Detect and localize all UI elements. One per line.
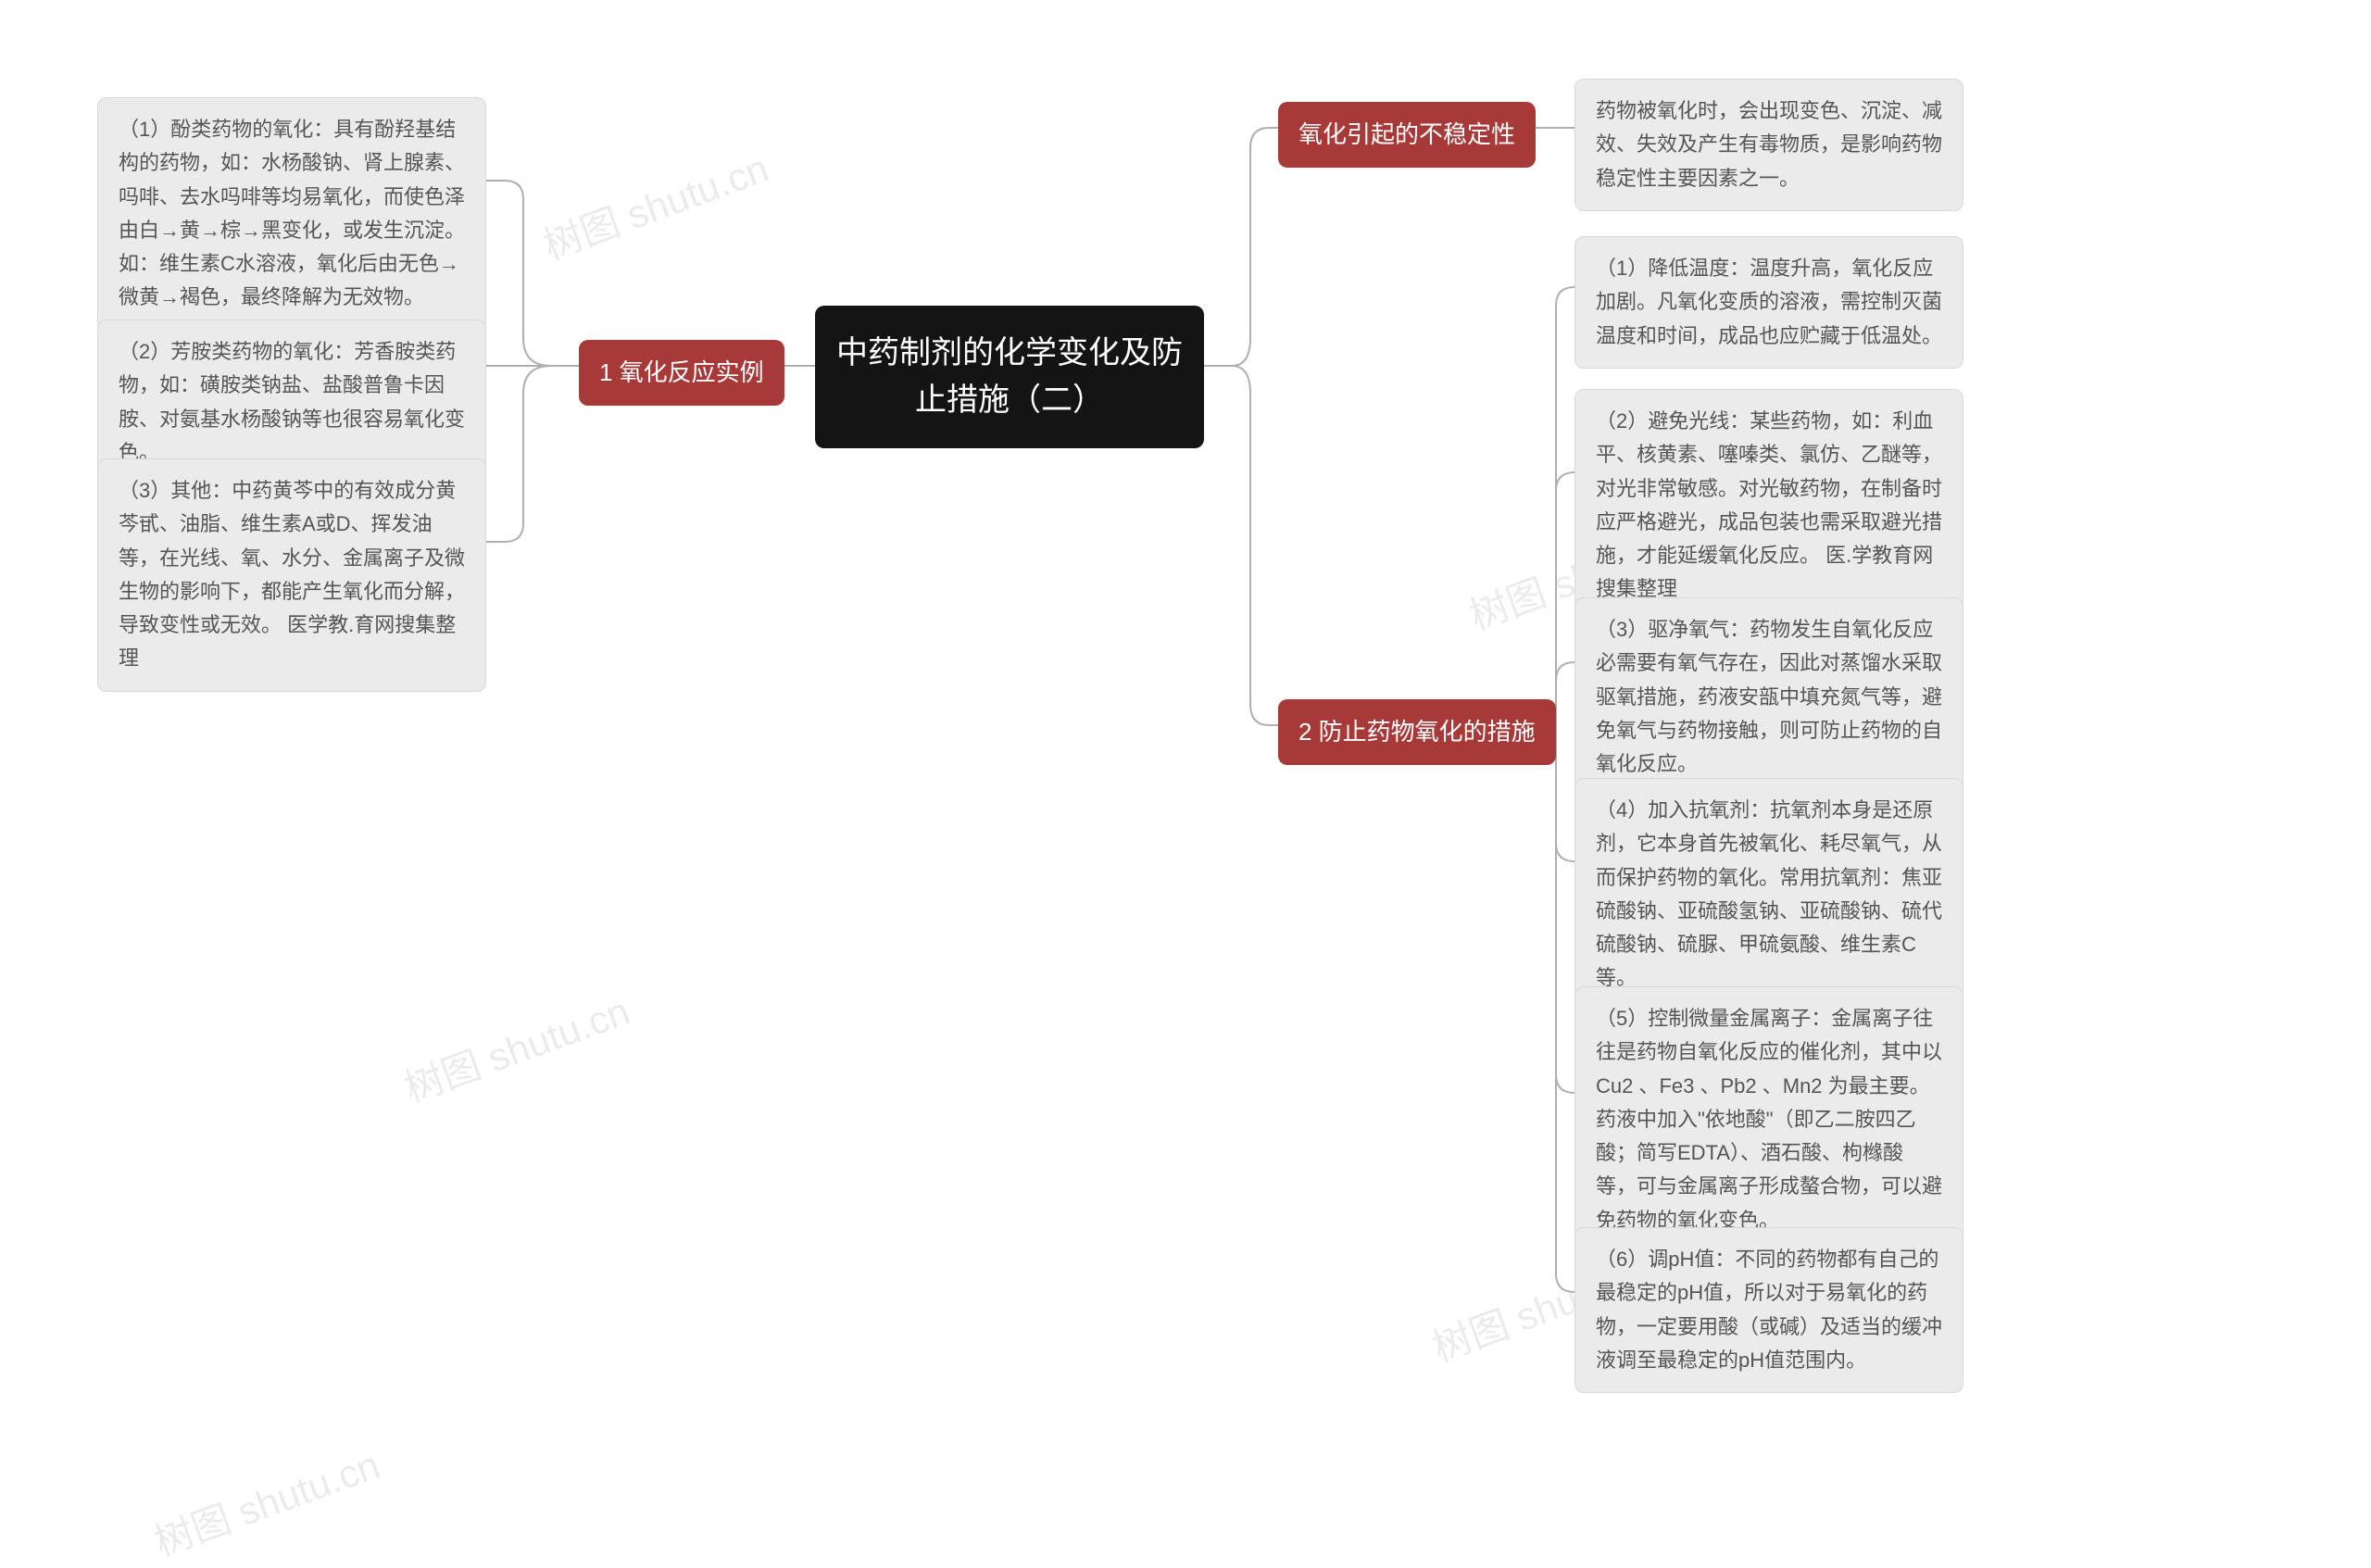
- watermark: 树图 shutu.cn: [534, 137, 775, 270]
- branch-oxidation-instability[interactable]: 氧化引起的不稳定性: [1278, 102, 1536, 168]
- leaf-lower-temperature[interactable]: （1）降低温度：温度升高，氧化反应加剧。凡氧化变质的溶液，需控制灭菌温度和时间，…: [1574, 236, 1963, 369]
- watermark: 树图 shutu.cn: [395, 980, 636, 1113]
- leaf-other-oxidation[interactable]: （3）其他：中药黄芩中的有效成分黄芩甙、油脂、维生素A或D、挥发油等，在光线、氧…: [97, 458, 486, 692]
- leaf-phenol-oxidation[interactable]: （1）酚类药物的氧化：具有酚羟基结构的药物，如：水杨酸钠、肾上腺素、吗啡、去水吗…: [97, 97, 486, 331]
- leaf-remove-oxygen[interactable]: （3）驱净氧气：药物发生自氧化反应必需要有氧气存在，因此对蒸馏水采取驱氧措施，药…: [1574, 597, 1963, 797]
- branch-oxidation-examples[interactable]: 1 氧化反应实例: [579, 340, 784, 406]
- leaf-antioxidants[interactable]: （4）加入抗氧剂：抗氧剂本身是还原剂，它本身首先被氧化、耗尽氧气，从而保护药物的…: [1574, 778, 1963, 1011]
- root-node[interactable]: 中药制剂的化学变化及防止措施（二）: [815, 306, 1204, 448]
- leaf-instability-desc[interactable]: 药物被氧化时，会出现变色、沉淀、减效、失效及产生有毒物质，是影响药物稳定性主要因…: [1574, 79, 1963, 211]
- branch-prevention-measures[interactable]: 2 防止药物氧化的措施: [1278, 699, 1556, 765]
- leaf-avoid-light[interactable]: （2）避免光线：某些药物，如：利血平、核黄素、噻嗪类、氯仿、乙醚等，对光非常敏感…: [1574, 389, 1963, 622]
- leaf-ph-adjustment[interactable]: （6）调pH值：不同的药物都有自己的最稳定的pH值，所以对于易氧化的药物，一定要…: [1574, 1227, 1963, 1393]
- watermark: 树图 shutu.cn: [145, 1434, 386, 1567]
- leaf-metal-ions[interactable]: （5）控制微量金属离子：金属离子往往是药物自氧化反应的催化剂，其中以Cu2 、F…: [1574, 986, 1963, 1253]
